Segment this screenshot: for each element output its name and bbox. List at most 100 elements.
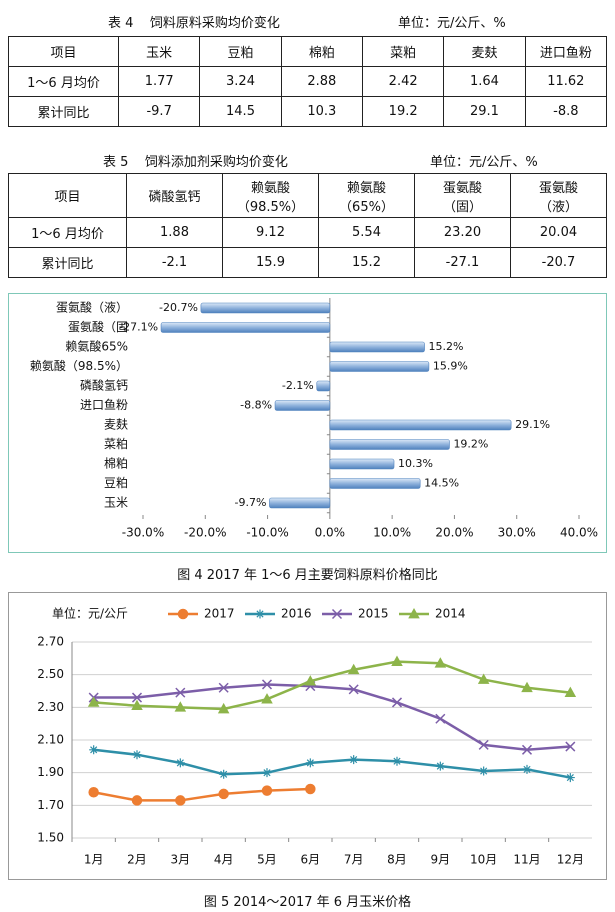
marker [478, 739, 489, 750]
marker-part [435, 713, 446, 724]
header-cell: 蛋氨酸 （固） [414, 173, 511, 218]
cell: -27.1 [414, 247, 511, 278]
x-tick-label: 40.0% [560, 526, 598, 540]
header-cell: 棉粕 [280, 36, 363, 67]
marker-part [565, 773, 575, 783]
bar [329, 458, 395, 470]
marker-part [89, 745, 99, 755]
marker [347, 663, 360, 675]
marker-part [349, 755, 359, 765]
bar [329, 361, 430, 372]
marker-part [408, 607, 420, 619]
caption: 图 5 2014～2017 年 6 月玉米价格 [203, 895, 412, 910]
marker-part [219, 769, 229, 779]
cell: 1.64 [443, 66, 526, 97]
marker [391, 655, 403, 666]
marker [391, 697, 403, 708]
marker-part [564, 686, 577, 697]
data-label: -20.7% [159, 301, 198, 314]
marker-part [348, 684, 359, 695]
cell: 2.88 [280, 66, 363, 97]
marker [261, 693, 273, 704]
marker-part [175, 687, 186, 698]
x-tick-label: 9月 [431, 853, 451, 867]
marker [88, 787, 99, 798]
marker [521, 681, 533, 693]
y-tick-label: 豆粕 [104, 475, 128, 490]
marker [217, 702, 230, 714]
marker [175, 795, 186, 806]
cell: 9.12 [222, 217, 319, 248]
table: 项目 玉米 豆粕 棉粕 菜粕 麦麸 进口鱼粉 1～6 月均价 1.77 3.24 2.88 2.42 1… [8, 36, 608, 127]
marker [305, 783, 316, 795]
marker-part [479, 766, 489, 776]
table: 项目 磷酸氢钙 赖氨酸 （98.5%） 赖氨酸 （65%） 蛋氨酸 （固） 蛋氨酸 （液）… [8, 173, 607, 278]
data-label: -27.1% [119, 321, 158, 334]
marker-part [131, 699, 143, 711]
marker-part [262, 768, 272, 778]
series-line [93, 683, 571, 752]
x-tick-label: 20.0% [435, 526, 473, 540]
data-label: 29.1% [515, 418, 550, 431]
bar [316, 380, 331, 392]
marker-part [477, 673, 490, 684]
data-label: -8.8% [240, 399, 272, 412]
chart-frame [8, 592, 607, 880]
header-cell: 磷酸氢钙 [126, 173, 223, 218]
marker-part [261, 785, 273, 796]
marker-part [521, 744, 533, 755]
cell: 1～6 月均价 [8, 217, 127, 248]
cell: 1～6 月均价 [8, 66, 119, 97]
header-cell: 玉米 [117, 36, 201, 67]
header-cell: 蛋氨酸 （液） [510, 173, 607, 218]
chart-frame [8, 293, 607, 553]
x-tick-label: 11月 [513, 853, 540, 867]
cell: -2.1 [126, 247, 223, 278]
bar [329, 478, 421, 489]
row: 累计同比 -9.7 14.5 10.3 19.2 29.1 -8.8 [8, 96, 608, 127]
marker [262, 768, 272, 778]
marker-part [391, 655, 403, 666]
y-tick-label: 2.10 [37, 733, 64, 747]
marker [131, 795, 143, 806]
marker-part [87, 696, 100, 707]
marker-part [305, 783, 316, 795]
caption: 图 4 2017 年 1～6 月主要饲料原料价格同比 [177, 568, 438, 583]
marker-part [391, 697, 403, 708]
data-label: 19.2% [453, 438, 488, 451]
marker-part [131, 692, 143, 703]
header-cell: 麦麸 [443, 36, 526, 67]
bar [329, 439, 450, 450]
bar [329, 419, 512, 431]
data-label: 14.5% [424, 477, 459, 490]
marker-part [522, 764, 532, 774]
marker-part [132, 750, 142, 760]
marker [521, 744, 533, 755]
x-tick-label: 2月 [127, 853, 147, 867]
cell: -20.7 [510, 247, 607, 278]
marker-part [331, 608, 343, 620]
row: 累计同比 -2.1 15.9 15.2 -27.1 -20.7 [8, 247, 607, 278]
header-cell: 赖氨酸 （98.5%） [222, 173, 319, 218]
marker-part [478, 739, 489, 750]
table-title: 表 4 饲料原料采购均价变化 [108, 16, 280, 31]
header-cell: 菜粕 [361, 36, 445, 67]
x-tick-label: -30.0% [122, 526, 164, 540]
header-row: 项目 玉米 豆粕 棉粕 菜粕 麦麸 进口鱼粉 [8, 36, 608, 67]
x-tick-label: 10.0% [373, 526, 411, 540]
y-tick-label: 蛋氨酸（固 [68, 319, 128, 334]
header-cell: 项目 [8, 36, 119, 67]
marker [305, 758, 315, 768]
marker [565, 741, 576, 752]
marker [131, 699, 143, 711]
cell: 累计同比 [8, 247, 127, 278]
marker-part [131, 795, 143, 806]
marker-part [305, 758, 315, 768]
row: 1～6 月均价 1.88 9.12 5.54 23.20 20.04 [8, 217, 607, 248]
cell: 10.3 [280, 96, 363, 127]
cell: -9.7 [117, 96, 201, 127]
cell: 23.20 [414, 217, 511, 248]
x-tick-label: -10.0% [246, 526, 288, 540]
marker [218, 682, 229, 693]
marker [132, 750, 142, 760]
